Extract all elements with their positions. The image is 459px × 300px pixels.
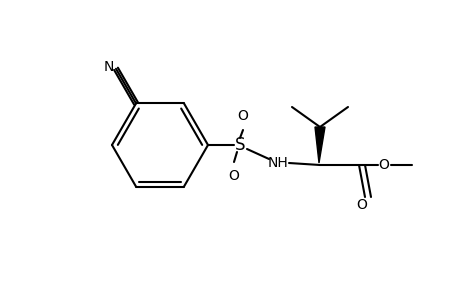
Text: NH: NH (267, 156, 288, 170)
Text: S: S (234, 136, 245, 154)
Text: O: O (237, 109, 248, 123)
Text: O: O (356, 198, 367, 212)
Text: O: O (228, 169, 239, 183)
Text: N: N (104, 60, 114, 74)
Polygon shape (314, 127, 325, 163)
Text: O: O (378, 158, 389, 172)
